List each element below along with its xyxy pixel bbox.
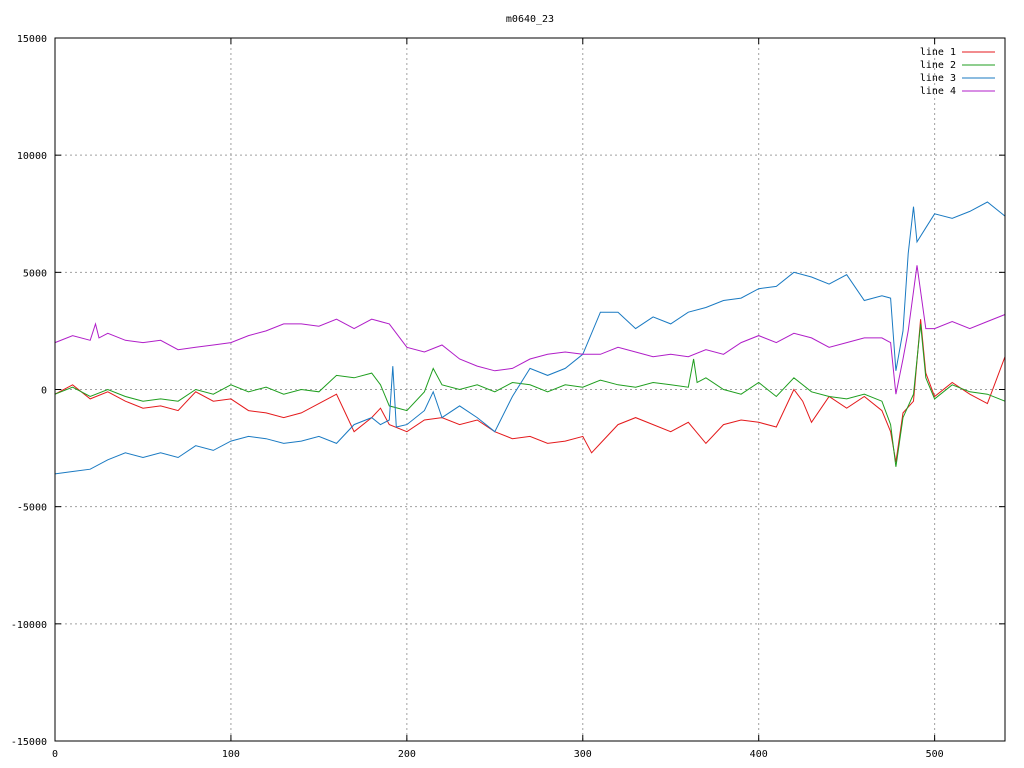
legend: line 1 line 2 line 3 line 4 (920, 47, 995, 97)
chart-title: m0640_23 (506, 14, 554, 25)
y-tick-label: 5000 (23, 268, 47, 279)
legend-label-4: line 4 (920, 86, 956, 97)
series-line-4 (54, 265, 1006, 395)
series-line-1 (54, 319, 1006, 463)
series-line-2 (54, 323, 1006, 467)
y-tick-label: 15000 (17, 34, 47, 45)
y-tick-label: 0 (41, 386, 47, 397)
series-line-3 (54, 201, 1006, 475)
grid-lines (55, 38, 1005, 741)
y-tick-label: 10000 (17, 151, 47, 162)
x-tick-label: 0 (52, 749, 58, 760)
legend-label-3: line 3 (920, 73, 956, 84)
legend-label-1: line 1 (920, 47, 956, 58)
y-tick-label: -10000 (11, 620, 47, 631)
axis-ticks: 0 100 200 300 400 500 -15000 -10000 -5000 0 5000 10… (11, 34, 1005, 760)
x-tick-label: 300 (574, 749, 592, 760)
x-tick-label: 200 (398, 749, 416, 760)
x-tick-label: 500 (926, 749, 944, 760)
y-tick-label: -5000 (17, 503, 47, 514)
legend-label-2: line 2 (920, 60, 956, 71)
x-tick-label: 400 (750, 749, 768, 760)
y-tick-label: -15000 (11, 737, 47, 748)
x-tick-label: 100 (222, 749, 240, 760)
series-lines (54, 201, 1006, 475)
